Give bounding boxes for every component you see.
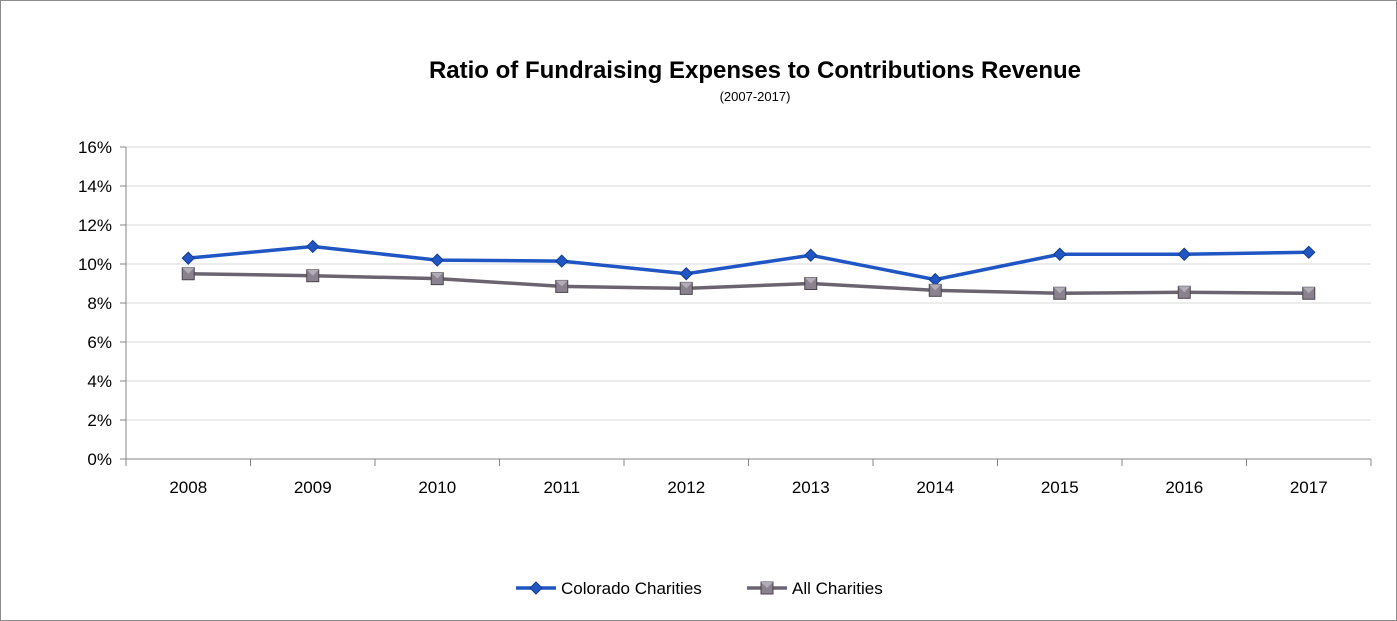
y-tick-label: 16%	[78, 138, 112, 157]
data-point	[804, 248, 818, 262]
x-tick-label: 2011	[543, 478, 580, 497]
gridlines	[126, 146, 1371, 421]
y-tick-label: 12%	[78, 216, 112, 235]
legend-label: Colorado Charities	[561, 579, 702, 598]
x-tick-label: 2009	[294, 478, 332, 497]
legend-marker	[529, 581, 543, 595]
data-point	[928, 272, 942, 287]
x-tick-label: 2016	[1165, 478, 1203, 497]
series-all-charities	[181, 267, 1316, 300]
data-point	[1053, 247, 1067, 261]
legend-item: All Charities	[747, 579, 883, 598]
x-tick-label: 2012	[667, 478, 705, 497]
data-point	[928, 283, 942, 297]
data-point	[430, 272, 444, 286]
marker-highlight	[555, 280, 568, 287]
data-point	[555, 254, 569, 268]
y-tick-label: 8%	[87, 294, 112, 313]
y-tick-label: 10%	[78, 255, 112, 274]
series-lines	[181, 239, 1316, 300]
data-point	[1177, 247, 1191, 261]
y-tick-label: 0%	[87, 450, 112, 469]
marker-highlight	[1178, 286, 1191, 293]
marker-highlight	[1053, 287, 1066, 294]
data-point	[1177, 285, 1191, 299]
y-tick-label: 4%	[87, 372, 112, 391]
chart-subtitle: (2007-2017)	[720, 89, 791, 104]
marker-highlight	[761, 582, 773, 588]
marker-highlight	[804, 277, 817, 284]
x-tick-label: 2008	[169, 478, 207, 497]
legend-label: All Charities	[792, 579, 883, 598]
data-point	[306, 269, 320, 283]
legend: Colorado Charities All Charities	[516, 579, 883, 598]
marker-highlight	[306, 269, 319, 276]
data-point	[306, 239, 320, 254]
y-tick-label: 6%	[87, 333, 112, 352]
x-tick-label: 2014	[916, 478, 954, 497]
x-tick-label: 2010	[418, 478, 456, 497]
data-point	[1302, 245, 1316, 260]
marker-highlight	[182, 267, 195, 274]
data-point	[1053, 286, 1067, 300]
y-tick-label: 14%	[78, 177, 112, 196]
legend-marker	[760, 581, 774, 595]
y-tick-label: 2%	[87, 411, 112, 430]
series-line	[188, 272, 1309, 295]
data-point	[430, 253, 444, 267]
marker-highlight	[680, 282, 693, 289]
marker-highlight	[929, 284, 942, 291]
x-tick-label: 2017	[1290, 478, 1328, 497]
chart-title: Ratio of Fundraising Expenses to Contrib…	[429, 57, 1081, 84]
legend-item: Colorado Charities	[516, 579, 702, 598]
series-line	[188, 244, 1309, 282]
data-point	[1302, 286, 1316, 300]
data-point	[181, 251, 195, 265]
marker-highlight	[1302, 287, 1315, 294]
data-point	[804, 277, 818, 290]
x-tick-label: 2015	[1041, 478, 1079, 497]
data-point	[555, 279, 569, 293]
marker-highlight	[431, 272, 444, 279]
data-point	[181, 267, 195, 281]
x-tick-label: 2013	[792, 478, 830, 497]
series-colorado-charities	[181, 239, 1316, 287]
data-point	[679, 281, 693, 295]
axes: 0% 2% 4% 6% 8% 10% 12% 14% 16% 2008 2009 2010 2011 20…	[78, 138, 1372, 497]
data-point	[679, 267, 693, 281]
